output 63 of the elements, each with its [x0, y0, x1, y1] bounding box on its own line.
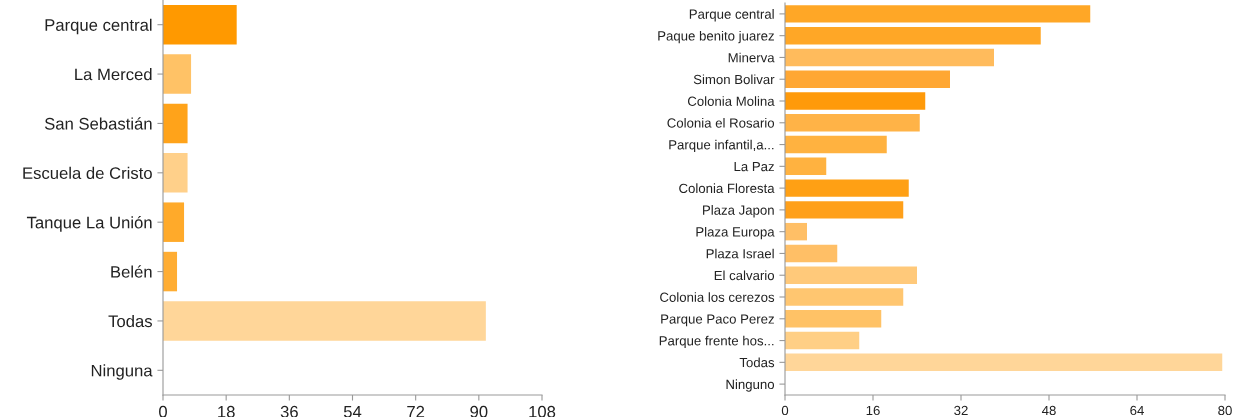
y-tick-label: San Sebastián [44, 117, 152, 130]
x-tick-label: 16 [866, 405, 880, 416]
bar [785, 201, 904, 219]
bar [785, 179, 909, 197]
y-tick-label: Simon Bolivar [693, 74, 775, 85]
bar [163, 54, 192, 94]
y-tick-label: Parque infantil,a... [669, 139, 774, 153]
bar [163, 301, 486, 341]
x-tick-label: 90 [470, 405, 488, 417]
bar [785, 26, 1041, 45]
x-tick-label: 18 [218, 405, 235, 417]
y-tick-label: Todas [739, 357, 775, 368]
bar [785, 70, 950, 88]
x-tick-label: 0 [159, 405, 167, 417]
y-tick-label: Parque Paco Perez [661, 314, 774, 327]
x-tick-label: 54 [343, 406, 362, 417]
x-tick-label: 36 [280, 405, 298, 417]
y-tick-label: Belén [111, 265, 152, 278]
bar [785, 310, 882, 328]
y-tick-label: Plaza Japon [703, 205, 774, 218]
bar [785, 135, 887, 154]
x-tick-label: 108 [529, 405, 556, 417]
x-tick-label: 64 [1130, 405, 1144, 416]
bar [785, 5, 1091, 23]
y-tick-label: Tanque La Unión [26, 216, 152, 232]
bar [785, 266, 917, 284]
x-tick-label: 0 [781, 405, 789, 416]
bar [163, 202, 185, 242]
bar [785, 222, 807, 241]
y-tick-label: Colonia los cerezos [660, 292, 775, 302]
bar [785, 114, 920, 132]
bar [785, 244, 838, 263]
bar [785, 92, 926, 110]
y-tick-label: Parque frente hos... [659, 335, 774, 349]
x-tick-label: 48 [1041, 405, 1056, 416]
y-tick-label: Parque central [689, 9, 774, 22]
bar [163, 4, 237, 45]
y-tick-label: Colonia Floresta [679, 183, 775, 194]
y-tick-label: Colonia Molina [687, 96, 775, 106]
bar [785, 331, 860, 350]
x-tick-label: 72 [407, 405, 425, 417]
y-tick-label: Ninguna [91, 364, 153, 380]
y-tick-label: Escuela de Cristo [23, 166, 152, 180]
y-tick-label: El calvario [714, 270, 775, 281]
y-tick-label: Plaza Europa [696, 226, 775, 240]
bar [163, 251, 178, 292]
y-tick-label: Plaza Israel [706, 248, 774, 259]
bar [785, 157, 827, 176]
bar [785, 288, 904, 306]
y-tick-label: Parque central [45, 18, 152, 35]
x-tick-label: 32 [954, 405, 968, 416]
x-tick-label: 80 [1218, 405, 1232, 416]
bar [785, 353, 1223, 372]
bar [785, 48, 994, 67]
y-tick-label: La Merced [75, 68, 152, 81]
y-tick-label: La Paz [734, 162, 774, 172]
y-tick-label: Paque benito juarez [658, 30, 774, 44]
bar [163, 103, 188, 144]
bar [163, 153, 188, 193]
y-tick-label: Minerva [728, 52, 775, 63]
y-tick-label: Todas [108, 314, 152, 328]
y-tick-label: Ninguno [726, 379, 775, 392]
y-tick-label: Colonia el Rosario [667, 118, 775, 128]
